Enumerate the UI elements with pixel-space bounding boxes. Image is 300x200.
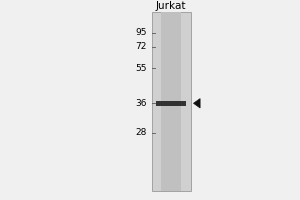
Bar [156,101,186,106]
Text: 28: 28 [136,128,147,137]
Polygon shape [194,99,200,108]
Bar [161,12,181,191]
Text: Jurkat: Jurkat [156,1,186,11]
Text: 55: 55 [136,64,147,73]
Text: 95: 95 [136,28,147,37]
Bar [152,12,190,191]
Text: 36: 36 [136,99,147,108]
Text: 72: 72 [136,42,147,51]
